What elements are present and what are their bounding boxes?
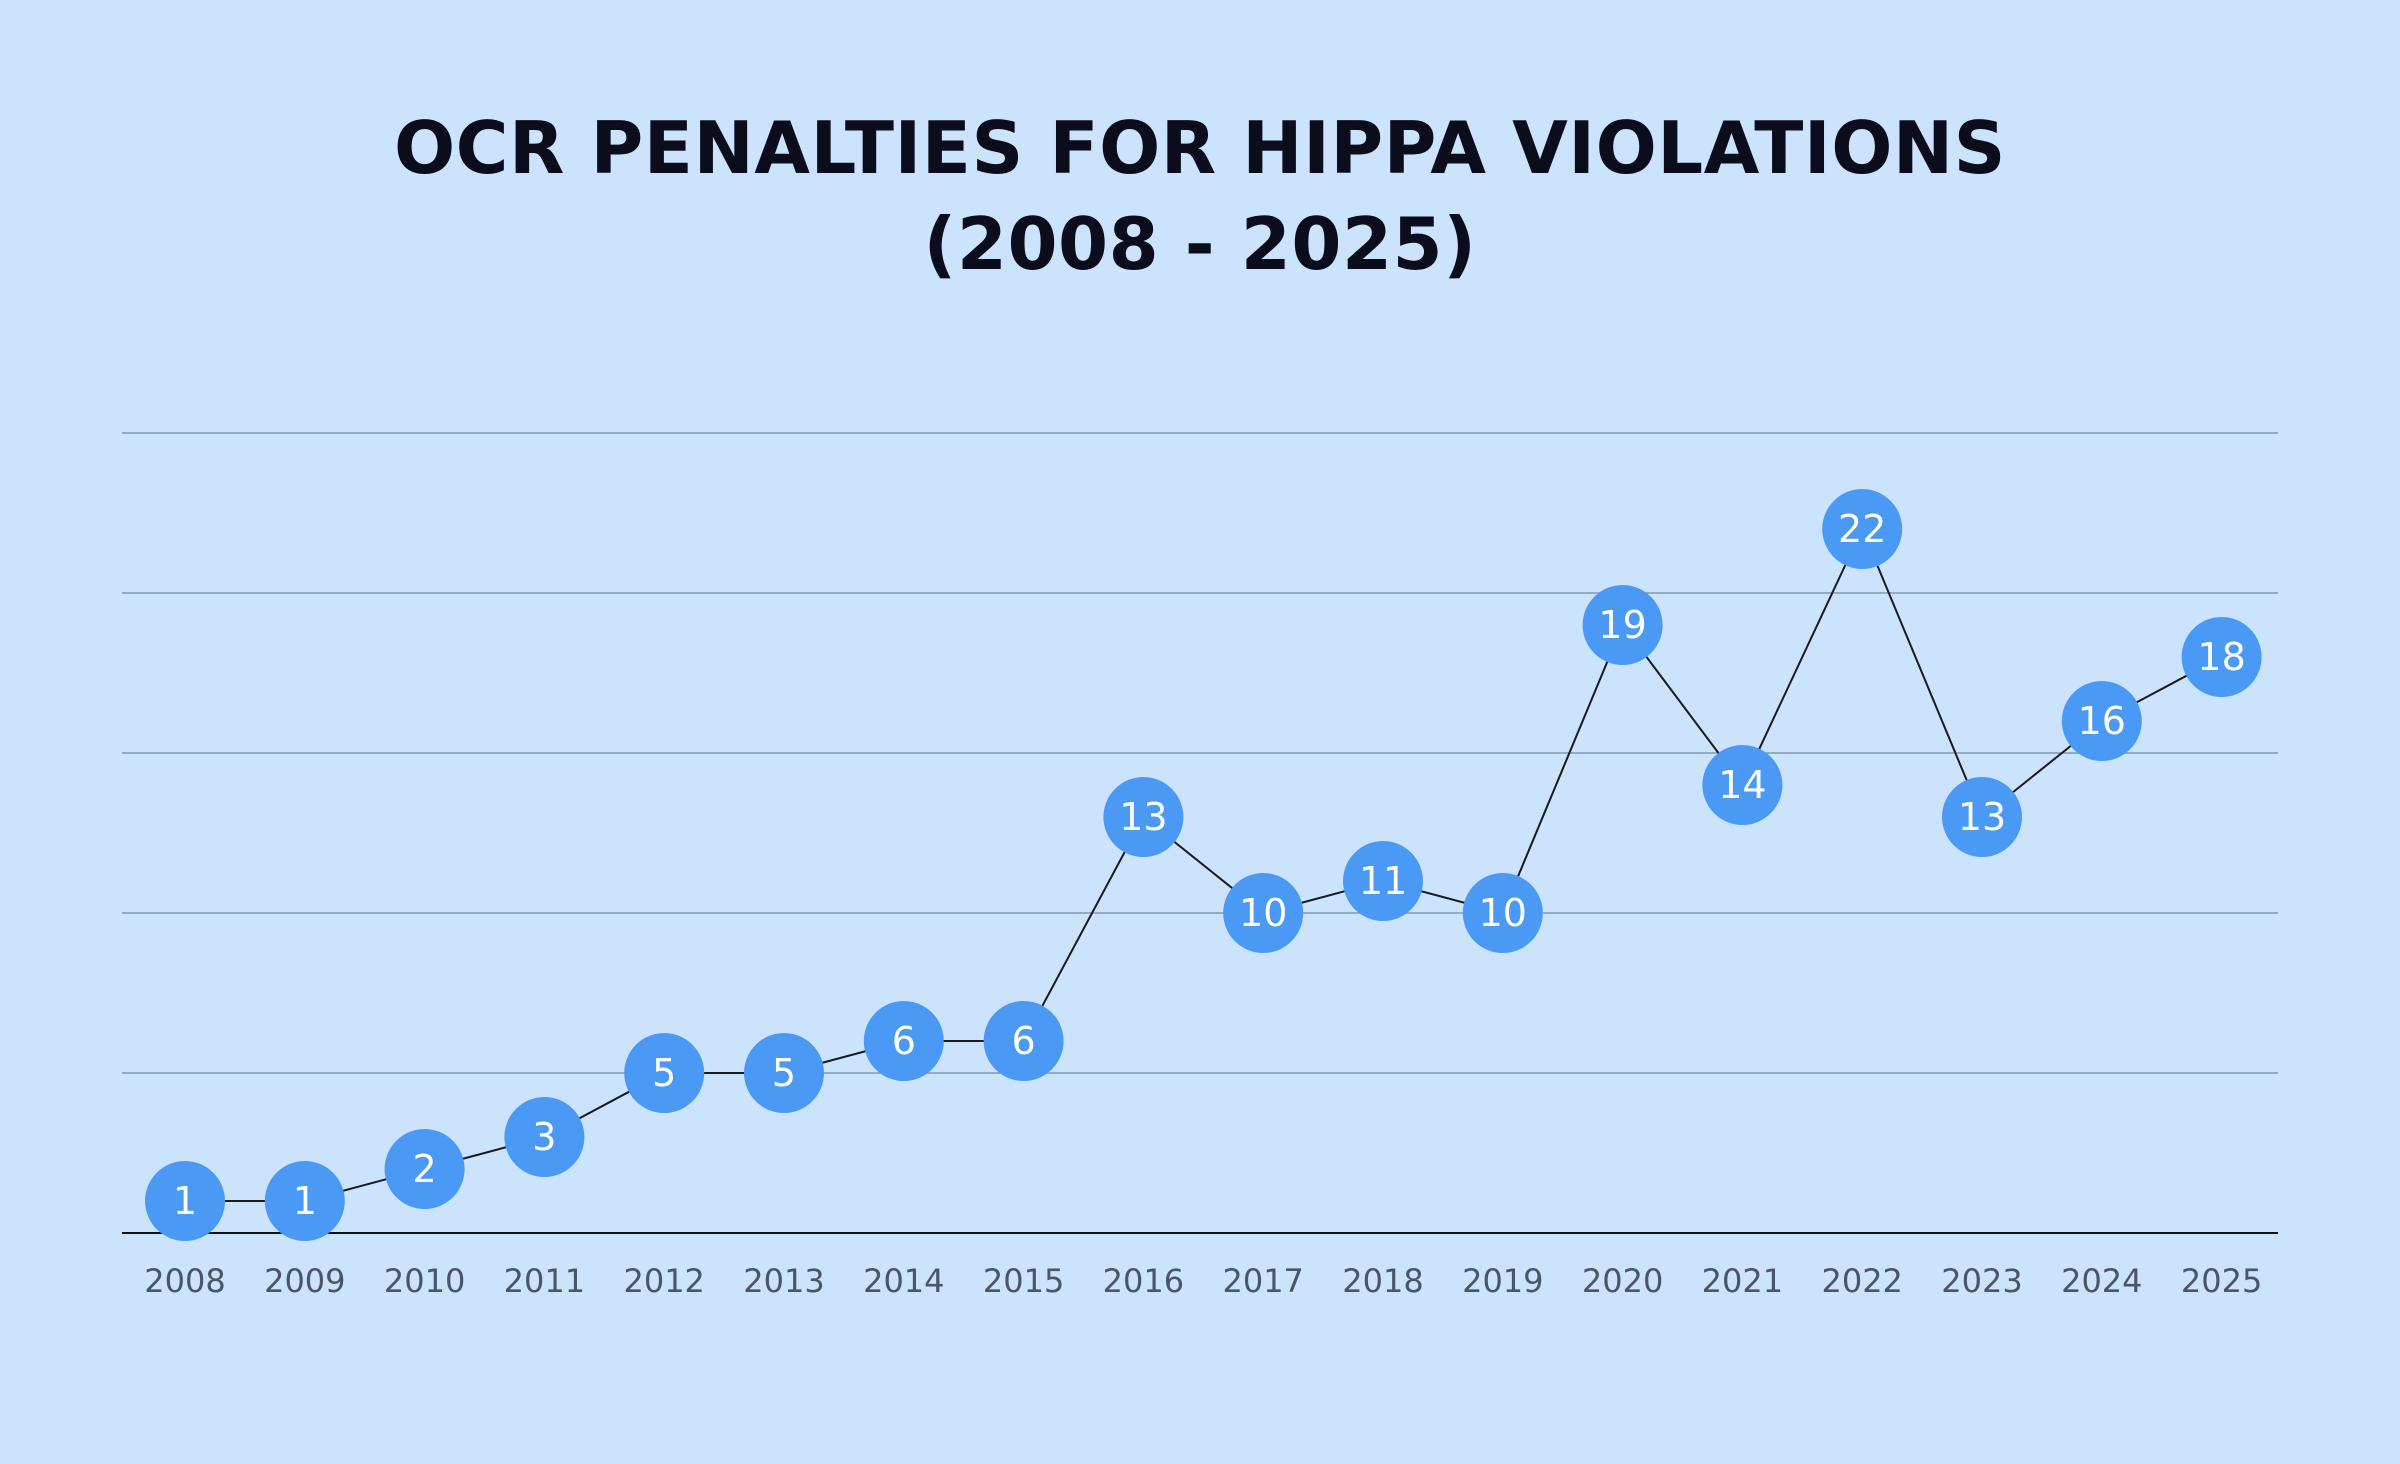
- x-tick-label-2016: 2016: [1103, 1262, 1184, 1300]
- data-point-2025: [2181, 617, 2262, 697]
- data-label-2017: 10: [1239, 891, 1287, 935]
- data-point-2013: [744, 1033, 824, 1113]
- data-label-2018: 11: [1359, 859, 1407, 903]
- chart-title-line-2: (2008 - 2025): [923, 202, 1477, 286]
- x-tick-label-2008: 2008: [144, 1262, 225, 1300]
- x-tick-labels: 2008 2009 2010 2011 2012 2013 2014 2015 2016 2017…: [144, 1262, 2262, 1300]
- data-label-2011: 3: [532, 1115, 556, 1159]
- line-segment: [1022, 816, 1145, 1042]
- data-label-2013: 5: [772, 1051, 796, 1095]
- data-point-2023: [1942, 777, 2022, 857]
- data-label-2021: 14: [1718, 763, 1766, 807]
- data-point-2009: [264, 1161, 345, 1241]
- data-label-2024: 16: [2078, 699, 2126, 743]
- x-tick-label-2009: 2009: [264, 1262, 345, 1300]
- data-point-2010: [384, 1129, 465, 1209]
- data-point-2018: [1343, 841, 1423, 921]
- data-point-2011: [504, 1097, 585, 1177]
- x-tick-label-2017: 2017: [1222, 1262, 1303, 1300]
- data-label-2015: 6: [1012, 1019, 1036, 1063]
- x-tick-label-2021: 2021: [1702, 1262, 1783, 1300]
- data-label-2020: 19: [1598, 603, 1646, 647]
- chart-title-line-1: OCR PENALTIES FOR HIPPA VIOLATIONS: [393, 106, 2007, 190]
- x-tick-label-2019: 2019: [1462, 1262, 1543, 1300]
- data-label-2010: 2: [413, 1147, 437, 1191]
- data-label-2022: 22: [1838, 507, 1886, 551]
- data-point-2015: [983, 1001, 1064, 1081]
- data-point-2019: [1462, 873, 1543, 953]
- data-point-2017: [1223, 873, 1304, 953]
- data-point-2016: [1103, 777, 1184, 857]
- data-label-2025: 18: [2197, 635, 2245, 679]
- x-tick-label-2010: 2010: [384, 1262, 465, 1300]
- data-label-2014: 6: [892, 1019, 916, 1063]
- chart-title: OCR PENALTIES FOR HIPPA VIOLATIONS (2008…: [0, 100, 2400, 292]
- line-segment: [1861, 528, 1983, 818]
- line-segment: [1501, 624, 1624, 914]
- x-tick-label-2023: 2023: [1941, 1262, 2022, 1300]
- series-lines: [185, 528, 2223, 1202]
- data-label-2009: 1: [293, 1179, 317, 1223]
- x-tick-label-2012: 2012: [623, 1262, 704, 1300]
- gridlines: [122, 432, 2278, 1074]
- data-point-2021: [1702, 745, 1783, 825]
- data-point-2022: [1822, 489, 1903, 569]
- data-point-2012: [624, 1033, 705, 1113]
- x-tick-label-2024: 2024: [2061, 1262, 2142, 1300]
- x-tick-label-2018: 2018: [1342, 1262, 1423, 1300]
- data-label-2016: 13: [1119, 795, 1167, 839]
- x-tick-label-2013: 2013: [743, 1262, 824, 1300]
- data-point-2020: [1582, 585, 1663, 665]
- data-label-2023: 13: [1958, 795, 2006, 839]
- data-point-2014: [863, 1001, 944, 1081]
- data-label-2008: 1: [173, 1179, 197, 1223]
- x-tick-label-2025: 2025: [2181, 1262, 2262, 1300]
- data-point-2008: [145, 1161, 225, 1241]
- x-tick-label-2020: 2020: [1582, 1262, 1663, 1300]
- x-tick-label-2022: 2022: [1821, 1262, 1902, 1300]
- x-tick-label-2014: 2014: [863, 1262, 944, 1300]
- line-segment: [1741, 528, 1864, 786]
- x-tick-label-2015: 2015: [983, 1262, 1064, 1300]
- x-tick-label-2011: 2011: [504, 1262, 585, 1300]
- data-point-2024: [2061, 681, 2142, 761]
- data-label-2012: 5: [652, 1051, 676, 1095]
- data-label-2019: 10: [1479, 891, 1527, 935]
